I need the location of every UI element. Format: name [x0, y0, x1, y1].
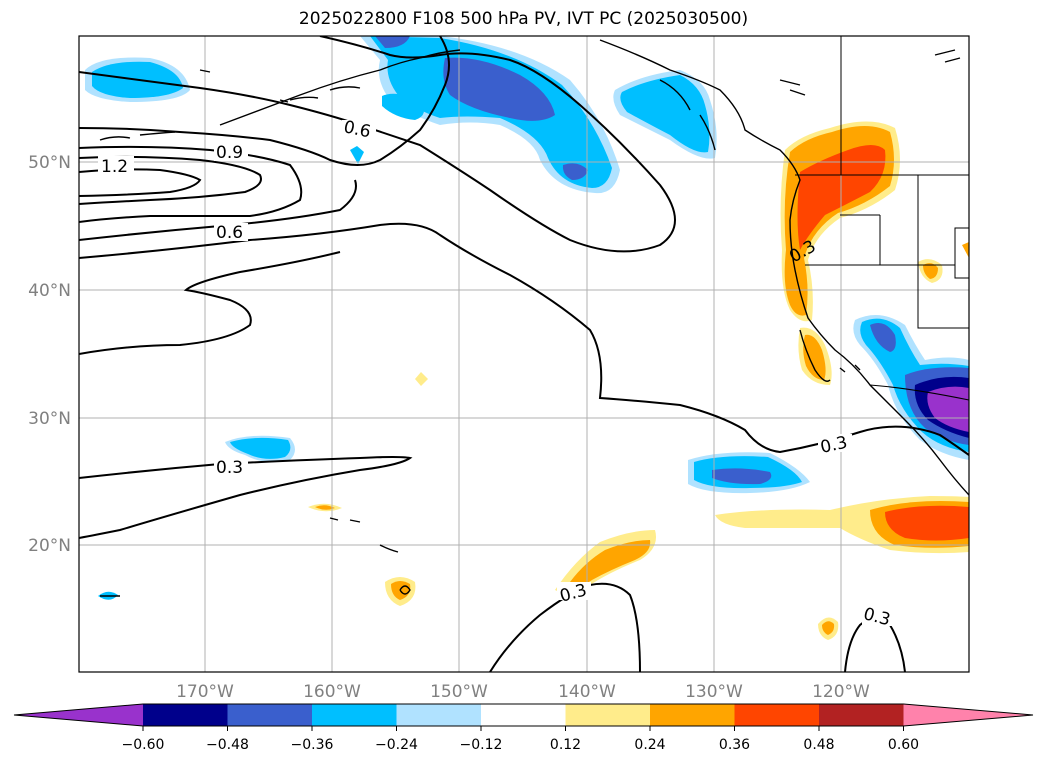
colorbar: −0.60 −0.48 −0.36 −0.24 −0.12 0.12 0.24 0.36 0.4…: [13, 703, 1034, 753]
colorbar-tick-label: 0.12: [550, 737, 581, 753]
colorbar-segment: [481, 704, 566, 726]
lon-label-130w: 130°W: [685, 682, 743, 702]
positive-anomaly-region: [803, 334, 826, 380]
lon-label-160w: 160°W: [303, 682, 361, 702]
colorbar-extension-min: [14, 704, 143, 726]
negative-anomaly-region: [870, 322, 896, 352]
negative-anomaly-region: [382, 93, 424, 120]
colorbar-segment: [143, 704, 228, 726]
positive-anomaly-region: [923, 263, 938, 279]
lon-label-120w: 120°W: [812, 682, 870, 702]
colorbar-segment: [312, 704, 397, 726]
colorbar-tick-label: 0.48: [803, 737, 834, 753]
colorbar-extension-max: [903, 704, 1033, 726]
colorbar-tick-label: 0.24: [634, 737, 665, 753]
colorbar-segment: [227, 704, 313, 726]
colorbar-tick-label: 0.60: [888, 737, 919, 753]
colorbar-segment: [819, 704, 904, 726]
lat-label-30n: 30°N: [28, 409, 71, 429]
negative-anomaly-region: [443, 57, 555, 121]
contour-label: 0.9: [216, 143, 243, 163]
negative-anomaly-region: [350, 146, 364, 164]
negative-anomaly-region: [375, 36, 410, 48]
contour-label: 0.3: [216, 458, 243, 478]
positive-anomaly-region: [885, 505, 969, 541]
colorbar-segment: [396, 704, 482, 726]
lat-label-40n: 40°N: [28, 281, 71, 301]
borders: [795, 36, 969, 401]
lon-label-150w: 150°W: [430, 682, 488, 702]
negative-anomaly-region: [562, 163, 588, 180]
colorbar-tick-label: −0.48: [206, 737, 249, 753]
positive-anomaly-region: [570, 540, 651, 586]
positive-anomaly-region: [315, 505, 335, 510]
colorbar-tick-label: 0.36: [719, 737, 750, 753]
map-title: 2025022800 F108 500 hPa PV, IVT PC (2025…: [298, 9, 749, 29]
positive-anomaly-region: [822, 621, 835, 635]
shaded-regions: [85, 36, 969, 640]
negative-anomaly-region: [712, 468, 772, 485]
colorbar-tick-label: −0.24: [375, 737, 418, 753]
colorbar-segment: [565, 704, 651, 726]
map-frame: [78, 35, 970, 673]
colorbar-segment: [734, 704, 820, 726]
colorbar-tick-label: −0.12: [460, 737, 503, 753]
colorbar-tick-label: −0.60: [122, 737, 165, 753]
negative-anomaly-region: [230, 437, 291, 459]
latitude-labels: 50°N 40°N 30°N 20°N: [28, 153, 71, 556]
contour-label: 0.6: [216, 223, 243, 243]
positive-anomaly-region: [415, 372, 428, 386]
colorbar-segment: [650, 704, 735, 726]
gridlines: [79, 36, 969, 672]
contour-label: 1.2: [101, 157, 128, 177]
lat-label-50n: 50°N: [28, 153, 71, 173]
longitude-labels: 170°W 160°W 150°W 140°W 130°W 120°W: [176, 682, 870, 702]
negative-anomaly-region: [620, 75, 710, 153]
lon-label-140w: 140°W: [558, 682, 616, 702]
positive-anomaly-region: [962, 242, 969, 258]
lon-label-170w: 170°W: [176, 682, 234, 702]
colorbar-tick-label: −0.36: [291, 737, 334, 753]
pv-contours: [79, 36, 969, 672]
lat-label-20n: 20°N: [28, 536, 71, 556]
